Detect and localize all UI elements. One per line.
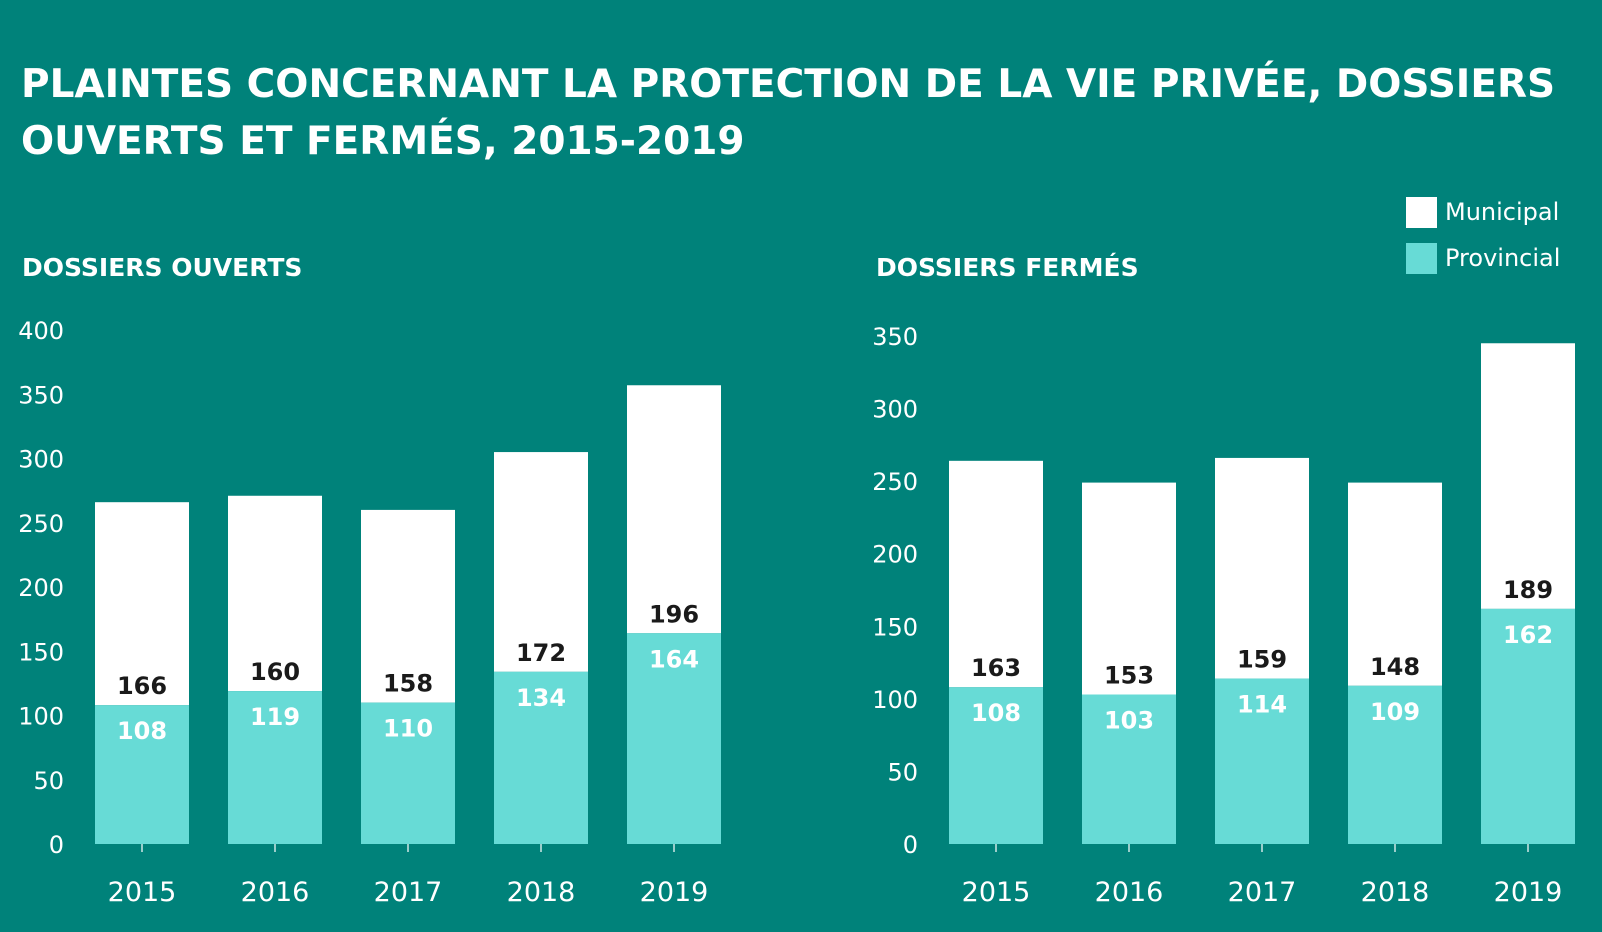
chart-title: PLAINTES CONCERNANT LA PROTECTION DE LA … bbox=[21, 62, 1556, 164]
data-label-provincial: 134 bbox=[516, 684, 566, 712]
x-tick-label: 2015 bbox=[962, 877, 1031, 908]
panel-title-opened: DOSSIERS OUVERTS bbox=[22, 253, 303, 282]
data-label-municipal: 153 bbox=[1104, 662, 1154, 690]
x-tick-label: 2016 bbox=[241, 877, 310, 908]
data-label-provincial: 114 bbox=[1237, 691, 1287, 719]
data-label-municipal: 189 bbox=[1503, 576, 1553, 604]
y-tick-label: 100 bbox=[18, 703, 64, 731]
legend-item-municipal: Municipal bbox=[1406, 189, 1560, 235]
x-tick-label: 2017 bbox=[1228, 877, 1297, 908]
data-label-provincial: 164 bbox=[649, 645, 699, 673]
y-tick-label: 350 bbox=[872, 323, 918, 351]
legend-label-provincial: Provincial bbox=[1445, 244, 1561, 272]
y-tick-label: 0 bbox=[903, 831, 918, 859]
y-tick-label: 0 bbox=[49, 831, 64, 859]
data-label-municipal: 163 bbox=[971, 654, 1021, 682]
x-tick-label: 2015 bbox=[108, 877, 177, 908]
x-tick-label: 2019 bbox=[1494, 877, 1563, 908]
x-tick-label: 2016 bbox=[1095, 877, 1164, 908]
x-tick-label: 2018 bbox=[1361, 877, 1430, 908]
data-label-provincial: 162 bbox=[1503, 621, 1553, 649]
y-tick-label: 300 bbox=[18, 446, 64, 474]
x-tick-label: 2018 bbox=[507, 877, 576, 908]
y-tick-label: 150 bbox=[18, 638, 64, 666]
bar-provincial bbox=[361, 702, 455, 844]
bar-provincial bbox=[1348, 685, 1442, 844]
bar-municipal bbox=[1481, 343, 1575, 609]
bar-municipal bbox=[949, 460, 1043, 688]
legend-item-provincial: Provincial bbox=[1406, 235, 1560, 281]
y-tick-label: 50 bbox=[33, 767, 64, 795]
bar-municipal bbox=[95, 502, 189, 706]
data-label-provincial: 103 bbox=[1104, 707, 1154, 735]
legend: Municipal Provincial bbox=[1406, 189, 1560, 281]
data-label-municipal: 160 bbox=[250, 658, 300, 686]
y-tick-label: 50 bbox=[887, 758, 918, 786]
panel-title-closed: DOSSIERS FERMÉS bbox=[876, 253, 1139, 282]
legend-label-municipal: Municipal bbox=[1445, 198, 1560, 226]
bar-provincial bbox=[494, 671, 588, 844]
data-label-municipal: 148 bbox=[1370, 653, 1420, 681]
legend-swatch-municipal bbox=[1406, 196, 1437, 228]
data-label-provincial: 110 bbox=[383, 715, 433, 743]
bar-municipal bbox=[627, 385, 721, 634]
data-label-provincial: 108 bbox=[117, 717, 167, 745]
bar-provincial bbox=[1215, 678, 1309, 844]
data-label-provincial: 119 bbox=[250, 703, 300, 731]
x-tick-label: 2019 bbox=[640, 877, 709, 908]
y-tick-label: 100 bbox=[872, 686, 918, 714]
bar-provincial bbox=[1082, 694, 1176, 844]
data-label-provincial: 108 bbox=[971, 699, 1021, 727]
y-tick-label: 250 bbox=[872, 468, 918, 496]
bar-municipal bbox=[1348, 482, 1442, 686]
data-label-municipal: 172 bbox=[516, 639, 566, 667]
bar-provincial bbox=[228, 691, 322, 844]
bar-provincial bbox=[949, 687, 1043, 844]
bar-municipal bbox=[494, 452, 588, 672]
y-tick-label: 200 bbox=[872, 541, 918, 569]
y-tick-label: 150 bbox=[872, 613, 918, 641]
y-tick-label: 400 bbox=[18, 317, 64, 345]
bar-provincial bbox=[1481, 608, 1575, 844]
bar-municipal bbox=[361, 509, 455, 703]
bar-municipal bbox=[1215, 457, 1309, 679]
y-tick-label: 300 bbox=[872, 396, 918, 424]
bar-provincial bbox=[95, 705, 189, 844]
data-label-municipal: 159 bbox=[1237, 646, 1287, 674]
data-label-municipal: 196 bbox=[649, 600, 699, 628]
x-tick-label: 2017 bbox=[374, 877, 443, 908]
y-tick-label: 350 bbox=[18, 381, 64, 409]
data-label-municipal: 166 bbox=[117, 672, 167, 700]
bar-municipal bbox=[228, 495, 322, 692]
chart-dossiers-ouverts: 0 50 100 150 200 250 300 350 400 166 108 2015 160 119… bbox=[18, 317, 721, 908]
data-label-municipal: 158 bbox=[383, 670, 433, 698]
data-label-provincial: 109 bbox=[1370, 698, 1420, 726]
bar-provincial bbox=[627, 633, 721, 844]
y-tick-label: 250 bbox=[18, 510, 64, 538]
y-tick-label: 200 bbox=[18, 574, 64, 602]
legend-swatch-provincial bbox=[1406, 242, 1437, 274]
bar-municipal bbox=[1082, 482, 1176, 695]
